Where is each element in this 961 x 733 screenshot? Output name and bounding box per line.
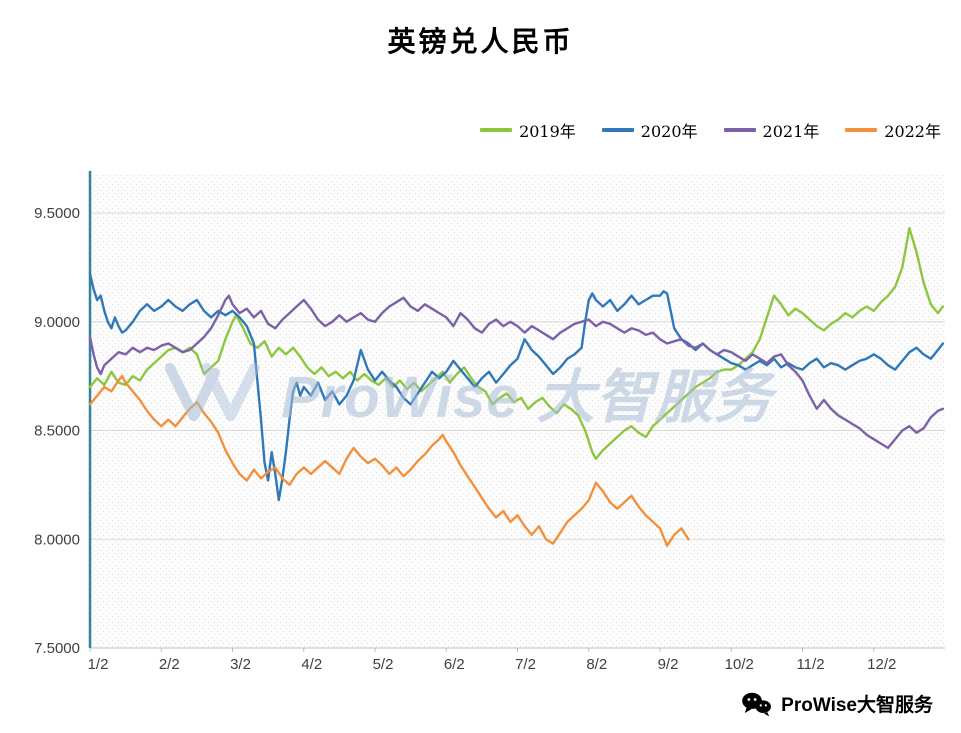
x-tick-label: 2/2 xyxy=(159,656,180,673)
legend-label: 2020年 xyxy=(640,122,698,141)
x-tick-label: 5/2 xyxy=(373,656,394,673)
legend-label: 2019年 xyxy=(519,122,576,141)
brand-footer: ProWise大智服务 xyxy=(741,690,933,717)
y-tick-label: 8.0000 xyxy=(34,531,80,548)
wechat-icon xyxy=(742,692,772,716)
chart-title: 英镑兑人民币 xyxy=(387,25,574,58)
legend-label: 2021年 xyxy=(762,122,820,141)
x-tick-label: 10/2 xyxy=(725,656,754,673)
x-tick-label: 12/2 xyxy=(867,656,896,673)
x-tick-label: 11/2 xyxy=(796,656,824,673)
y-tick-label: 9.5000 xyxy=(34,205,80,222)
y-tick-label: 9.0000 xyxy=(34,314,80,331)
legend-item-2022: 2022年 xyxy=(845,118,941,142)
legend-swatch xyxy=(601,128,634,132)
legend-item-2021: 2021年 xyxy=(723,118,820,142)
legend-label: 2022年 xyxy=(884,122,941,141)
x-tick-label: 8/2 xyxy=(586,656,607,673)
legend-swatch xyxy=(723,128,756,132)
x-tick-label: 1/2 xyxy=(88,656,109,673)
legend-item-2019: 2019年 xyxy=(480,118,576,142)
brand-footer-text: ProWise大智服务 xyxy=(781,695,933,716)
legend-swatch xyxy=(845,128,878,132)
x-tick-label: 9/2 xyxy=(658,656,679,673)
x-tick-label: 4/2 xyxy=(301,656,322,673)
x-tick-label: 6/2 xyxy=(444,656,465,673)
x-tick-label: 3/2 xyxy=(230,656,251,673)
y-tick-label: 8.5000 xyxy=(34,423,80,440)
y-tick-label: 7.5000 xyxy=(34,640,80,657)
legend-swatch xyxy=(480,128,513,132)
legend-item-2020: 2020年 xyxy=(601,118,698,142)
series-line-2021 xyxy=(88,294,945,450)
series-line-2020 xyxy=(88,272,945,502)
series-line-2019 xyxy=(88,226,945,460)
chart-legend: 2019年 2020年 2021年 2022年 xyxy=(480,118,941,142)
x-tick-label: 7/2 xyxy=(515,656,536,673)
plot-area xyxy=(90,175,945,648)
